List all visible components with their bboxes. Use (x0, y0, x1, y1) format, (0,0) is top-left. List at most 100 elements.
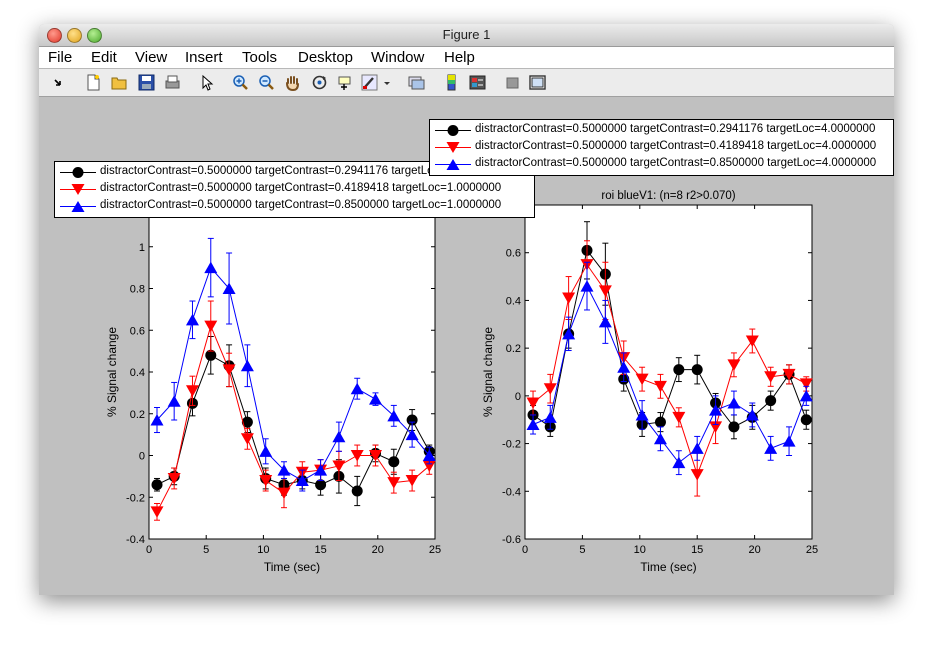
x-tick-label: 20 (372, 544, 384, 556)
data-point (654, 416, 666, 428)
brush-icon[interactable] (361, 74, 378, 91)
data-point (151, 479, 163, 491)
legend-label: distractorContrast=0.5000000 targetContr… (100, 199, 502, 211)
legend-marker-triangle-down (60, 184, 96, 195)
title-bar[interactable]: Figure 1 (39, 24, 894, 47)
legend-icon[interactable] (469, 74, 486, 91)
new-figure-icon[interactable] (85, 74, 102, 91)
right-legend[interactable]: distractorContrast=0.5000000 targetContr… (429, 119, 894, 176)
data-point (405, 475, 419, 487)
pan-hand-icon[interactable] (284, 74, 301, 91)
data-point (241, 416, 253, 428)
data-point (799, 389, 813, 402)
close-window-button[interactable] (47, 28, 62, 43)
data-point (222, 282, 236, 294)
series-line (156, 324, 430, 513)
menu-insert[interactable]: Insert (185, 49, 223, 66)
plot-canvas: 0510152025-0.4-0.200.20.40.60.811.2Time … (105, 190, 818, 574)
data-point (526, 397, 540, 410)
data-point (562, 292, 576, 305)
y-axis-label: % Signal change (481, 327, 495, 417)
data-point (635, 408, 649, 421)
data-point (653, 432, 667, 445)
series-triangle-up (526, 261, 813, 476)
link-plot-icon[interactable] (408, 74, 425, 91)
figure-canvas: 0510152025-0.4-0.200.20.40.60.811.2Time … (39, 97, 894, 595)
colorbar-icon[interactable] (443, 74, 460, 91)
data-point (388, 456, 400, 468)
zoom-window-button[interactable] (87, 28, 102, 43)
legend-label: distractorContrast=0.5000000 targetContr… (475, 140, 877, 152)
data-point (782, 435, 796, 447)
show-plot-tools-icon[interactable] (529, 74, 546, 91)
legend-label: distractorContrast=0.5000000 targetContr… (475, 157, 877, 169)
minimize-window-button[interactable] (67, 28, 82, 43)
legend-label: distractorContrast=0.5000000 targetContr… (475, 123, 876, 135)
data-point (205, 349, 217, 361)
menu-desktop[interactable]: Desktop (298, 49, 354, 66)
data-point (598, 285, 612, 297)
data-point (405, 428, 419, 441)
x-axis-label: Time (sec) (264, 560, 320, 574)
data-point (422, 460, 436, 472)
zoom-in-icon[interactable] (232, 74, 249, 91)
y-axis-label: % Signal change (105, 327, 119, 417)
open-file-icon[interactable] (111, 74, 128, 91)
series-line (532, 249, 807, 428)
data-point (350, 450, 364, 462)
data-point (369, 450, 383, 462)
menu-edit[interactable]: Edit (91, 49, 117, 66)
data-point (673, 364, 685, 376)
data-point (598, 315, 612, 328)
data-point (764, 371, 778, 383)
series-line (532, 263, 807, 477)
data-point (745, 335, 759, 347)
legend-marker-circle (60, 167, 96, 178)
print-icon[interactable] (164, 74, 181, 91)
rotate-3d-icon[interactable] (311, 74, 328, 91)
x-tick-label: 15 (314, 544, 326, 556)
menu-window[interactable]: Window (371, 49, 425, 66)
data-point (387, 409, 401, 422)
data-point (422, 449, 436, 461)
series-line (156, 266, 430, 482)
x-tick-label: 15 (691, 544, 703, 556)
x-tick-label: 0 (146, 544, 152, 556)
data-point (315, 479, 327, 491)
window-title: Figure 1 (442, 27, 491, 42)
data-point (167, 395, 181, 407)
data-point (635, 373, 649, 386)
plot-area (524, 204, 813, 540)
left-axes[interactable]: 0510152025-0.4-0.200.20.40.60.811.2Time … (105, 200, 441, 574)
data-point (204, 320, 218, 333)
edit-plot-icon[interactable] (51, 74, 68, 91)
menu-tools[interactable]: Tools (242, 49, 278, 66)
figure-toolbar (39, 69, 894, 97)
data-point (150, 506, 164, 518)
data-cursor-icon[interactable] (336, 74, 353, 91)
right-axes[interactable]: 0510152025-0.6-0.4-0.200.20.40.60.8Time … (481, 190, 818, 574)
y-tick-label: 0.8 (130, 284, 145, 296)
y-tick-label: 0.2 (506, 343, 521, 355)
legend-label: distractorContrast=0.5000000 targetContr… (100, 165, 501, 177)
data-point (690, 442, 704, 454)
x-tick-label: 20 (748, 544, 760, 556)
data-point (709, 404, 723, 416)
data-point (728, 421, 740, 433)
data-point (185, 313, 199, 326)
data-point (240, 433, 254, 445)
zoom-out-icon[interactable] (258, 74, 275, 91)
save-icon[interactable] (138, 74, 155, 91)
data-point (709, 421, 723, 433)
select-arrow-icon[interactable] (199, 74, 216, 91)
data-point (617, 361, 631, 373)
menu-help[interactable]: Help (444, 49, 475, 66)
menu-view[interactable]: View (135, 49, 168, 66)
y-tick-label: 1 (139, 242, 145, 254)
y-tick-label: 0.6 (506, 248, 521, 260)
menu-file[interactable]: File (48, 49, 73, 66)
hide-plot-tools-icon[interactable] (504, 74, 521, 91)
data-point (240, 359, 254, 372)
dropdown-arrow-icon[interactable] (382, 74, 392, 91)
y-tick-label: 0.4 (506, 295, 521, 307)
